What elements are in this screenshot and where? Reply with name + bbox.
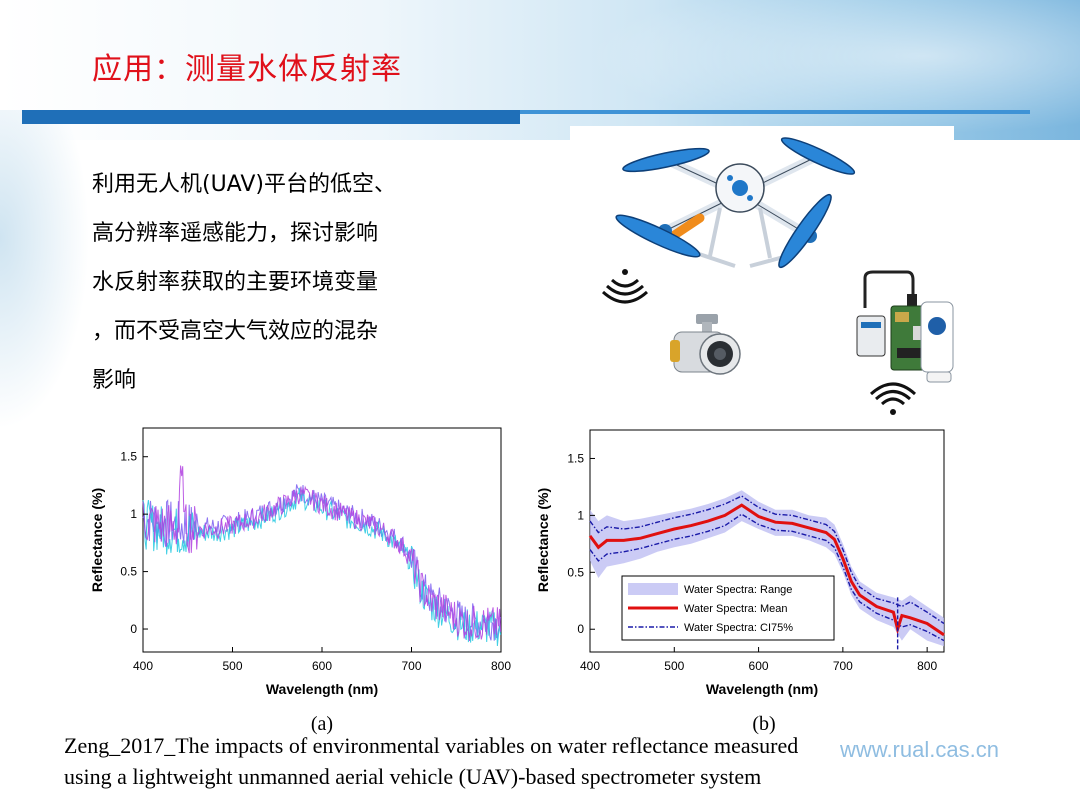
chart-a-xtick-label: 400 [133, 659, 153, 673]
chart-b-ci-upper-line [589, 495, 945, 625]
watermark: www.rual.cas.cn [840, 737, 999, 762]
caption-line: Zeng_2017_The impacts of environmental v… [64, 733, 799, 758]
bullet-line: ，而不受高空大气效应的混杂 [92, 319, 379, 344]
chart-b-legend-label: Water Spectra: CI75% [684, 622, 793, 634]
chart-b-xtick-label: 800 [917, 659, 937, 673]
camera-gimbal-icon [670, 314, 741, 375]
chart-b-legend-label: Water Spectra: Range [684, 584, 792, 596]
chart-b-xtick-label: 600 [749, 659, 769, 673]
chart-b-legend: Water Spectra: Range Water Spectra: Mean W… [621, 575, 835, 641]
chart-a-panel-label: (a) [311, 713, 333, 735]
chart-b: 400 500 600 700 800 0 0.5 1 1.5 Water Spectra: R… [535, 429, 945, 735]
chart-b-xlabel: Wavelength (nm) [706, 681, 818, 697]
chart-b-xtick-label: 700 [833, 659, 853, 673]
chart-a-xtick-label: 700 [401, 659, 421, 673]
chart-b-ytick-label: 0.5 [567, 565, 584, 579]
bullet-line: 高分辨率遥感能力，探讨影响 [92, 221, 379, 246]
chart-b-ylabel: Reflectance (%) [535, 488, 551, 592]
bullet-line: 水反射率获取的主要环境变量 [92, 270, 379, 295]
chart-a-xtick-label: 800 [491, 659, 511, 673]
signal-wave-icon [869, 382, 917, 415]
chart-b-xtick-label: 500 [664, 659, 684, 673]
chart-a-ylabel: Reflectance (%) [89, 488, 105, 592]
chart-a-xlabel: Wavelength (nm) [266, 681, 378, 697]
bullet-text: 利用无人机(UAV)平台的低空、 高分辨率遥感能力，探讨影响 水反射率获取的主要… [92, 160, 452, 405]
citation-caption: Zeng_2017_The impacts of environmental v… [64, 730, 984, 792]
chart-a-ytick-label: 1.5 [120, 450, 137, 464]
title-underline-bar [22, 110, 520, 124]
slide-title: 应用：测量水体反射率 [92, 52, 402, 87]
drone-icon [615, 137, 856, 269]
header-glow [560, 0, 1080, 140]
chart-a-ytick-label: 1 [130, 507, 137, 521]
title-underline-thin-bar [520, 110, 1030, 114]
chart-a-xtick-label: 500 [222, 659, 242, 673]
chart-a-ytick-label: 0.5 [120, 565, 137, 579]
chart-b-ci-lower-line [589, 513, 945, 642]
chart-b-xtick-label: 400 [580, 659, 600, 673]
left-globe-background [0, 110, 90, 430]
chart-a-xtick-label: 600 [312, 659, 332, 673]
equipment-photo-panel [570, 126, 954, 414]
chart-a-series-line [142, 465, 502, 641]
chart-b-panel-label: (b) [752, 713, 775, 735]
chart-b-ytick-label: 1 [577, 508, 584, 522]
chart-b-legend-label: Water Spectra: Mean [684, 603, 788, 615]
spectrometer-device-icon [856, 270, 954, 383]
chart-a-ytick-label: 0 [130, 622, 137, 636]
chart-b-legend-swatch [628, 583, 678, 595]
chart-b-ytick-label: 0 [577, 622, 584, 636]
chart-b-ytick-label: 1.5 [567, 451, 584, 465]
bullet-line: 影响 [92, 368, 137, 393]
signal-wave-icon [601, 269, 649, 304]
caption-line: using a lightweight unmanned aerial vehi… [64, 764, 762, 789]
bullet-line: 利用无人机(UAV)平台的低空、 [92, 172, 396, 197]
chart-b-mean-line [588, 503, 945, 637]
